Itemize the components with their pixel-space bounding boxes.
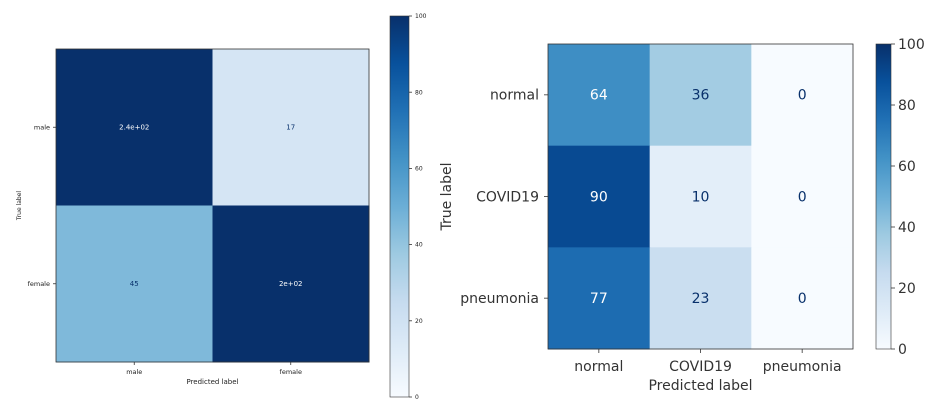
colorbar-tick-label: 60 xyxy=(898,159,916,175)
x-tick-labels: male female xyxy=(126,362,302,376)
cell-value-label: 17 xyxy=(286,124,295,132)
y-tick-labels: normal COVID19 pneumonia xyxy=(460,88,548,307)
y-axis-label: True label xyxy=(439,162,455,231)
x-tick-label: male xyxy=(126,368,142,376)
heatmap-cell xyxy=(212,49,370,206)
y-tick-label: male xyxy=(34,124,50,132)
heatmap-cell xyxy=(548,247,651,350)
heatmap-cell xyxy=(751,145,854,248)
cell-value-label: 0 xyxy=(798,189,807,205)
colorbar-tick-label: 60 xyxy=(415,166,423,173)
x-tick-label: female xyxy=(280,368,302,376)
heatmap-cell xyxy=(56,49,213,206)
cell-value-label: 0 xyxy=(798,291,807,307)
cell-value-label: 36 xyxy=(692,88,710,104)
colorbar-tick-label: 80 xyxy=(415,89,423,96)
x-tick-label: normal xyxy=(574,359,623,375)
y-tick-label: COVID19 xyxy=(476,189,539,205)
colorbar-tick-label: 0 xyxy=(898,342,907,358)
x-axis-label: Predicted label xyxy=(648,378,752,394)
cell-value-label: 23 xyxy=(692,291,710,307)
heatmap-cell xyxy=(548,44,651,147)
x-axis-label: Predicted label xyxy=(186,378,238,386)
cell-value-label: 10 xyxy=(692,189,710,205)
heatmap-cells xyxy=(548,44,854,350)
colorbar: 0 20 40 60 80 100 xyxy=(875,37,925,358)
colorbar-tick-label: 20 xyxy=(415,318,423,325)
cell-value-label: 64 xyxy=(590,88,608,104)
colorbar-tick-label: 40 xyxy=(415,242,423,249)
cell-value-label: 90 xyxy=(590,189,608,205)
colorbar-tick-label: 0 xyxy=(415,394,419,401)
y-tick-label: pneumonia xyxy=(460,291,539,307)
cell-value-label: 0 xyxy=(798,88,807,104)
cell-value-labels: 64 36 0 90 10 0 77 23 0 xyxy=(590,88,807,307)
colorbar-tick-label: 40 xyxy=(898,220,916,236)
x-tick-labels: normal COVID19 pneumonia xyxy=(574,349,842,375)
heatmap-cell xyxy=(649,44,752,147)
y-axis-label: True label xyxy=(16,191,23,221)
cell-value-label: 2.4e+02 xyxy=(119,124,149,132)
colorbar-tick-label: 100 xyxy=(415,13,427,20)
heatmap-cells xyxy=(56,49,370,363)
x-tick-label: pneumonia xyxy=(763,359,842,375)
cell-value-label: 45 xyxy=(130,280,139,288)
confusion-matrix-gender: 2.4e+02 17 45 2e+02 male female male female P… xyxy=(16,13,427,401)
heatmap-cell xyxy=(751,44,854,147)
colorbar-gradient xyxy=(875,43,892,350)
colorbar-gradient xyxy=(389,15,410,398)
colorbar-tick-label: 20 xyxy=(898,281,916,297)
y-tick-labels: male female xyxy=(28,124,56,288)
heatmap-cell xyxy=(649,145,752,248)
heatmap-cell xyxy=(649,247,752,350)
heatmap-cell xyxy=(548,145,651,248)
cell-value-labels: 2.4e+02 17 45 2e+02 xyxy=(119,124,302,289)
cell-value-label: 77 xyxy=(590,291,608,307)
colorbar-tick-label: 100 xyxy=(898,37,925,53)
colorbar: 0 20 40 60 80 100 xyxy=(389,13,427,401)
y-tick-label: normal xyxy=(490,88,539,104)
heatmap-cell xyxy=(751,247,854,350)
plot-frame xyxy=(55,48,370,363)
x-tick-label: COVID19 xyxy=(669,359,732,375)
colorbar-ticks: 0 20 40 60 80 100 xyxy=(409,13,427,401)
colorbar-ticks: 0 20 40 60 80 100 xyxy=(891,37,925,358)
cell-value-label: 2e+02 xyxy=(279,280,303,288)
heatmap-cell xyxy=(212,205,370,363)
heatmap-cell xyxy=(56,205,213,363)
colorbar-tick-label: 80 xyxy=(898,98,916,114)
y-tick-label: female xyxy=(28,280,50,288)
